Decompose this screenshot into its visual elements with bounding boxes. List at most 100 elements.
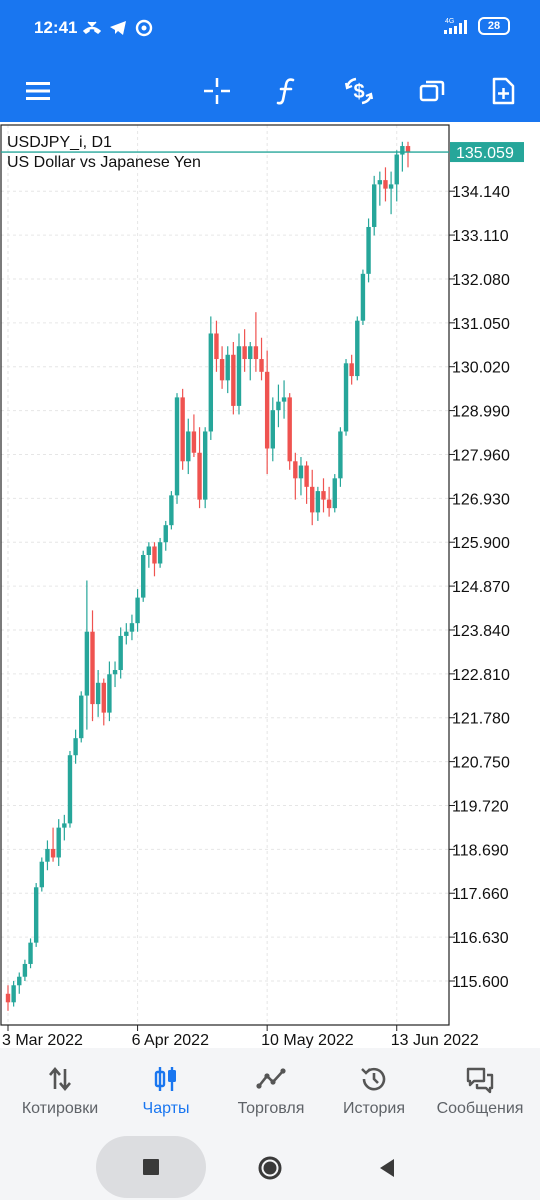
svg-text:$: $ [353,81,364,103]
candle-body [355,320,360,377]
nav-trade[interactable]: Торговля [222,1048,320,1134]
home-button[interactable] [256,1154,284,1182]
app-notification-icon [135,19,153,37]
price-label: 130.020 [452,360,510,377]
telegram-icon [110,21,126,35]
candle-body [338,431,343,479]
price-label: 126.930 [452,491,510,508]
function-icon [276,78,295,105]
candle-body [169,495,174,526]
candle-body [383,180,388,189]
candle-body [281,397,287,402]
date-label: 10 May 2022 [261,1032,354,1049]
status-bar: 12:41 4G 28 [0,0,540,60]
candle-body [321,491,326,500]
candle-body [253,346,259,360]
candle-body [231,354,236,406]
nav-messages[interactable]: Сообщения [428,1048,532,1134]
crosshair-button[interactable] [196,70,238,112]
back-button[interactable] [376,1156,398,1180]
candle-body [400,146,405,155]
missed-call-icon [82,21,102,34]
new-order-button[interactable] [482,70,524,112]
candle-body [304,465,309,487]
candle-body [174,397,180,496]
nav-charts[interactable]: Чарты [118,1048,214,1134]
plot-frame [0,124,450,1026]
nav-history[interactable]: История [328,1048,420,1134]
candle-body [208,333,214,432]
nav-trade-label: Торговля [237,1100,305,1117]
status-notification-icons [82,18,154,38]
chart-canvas[interactable]: 134.140 133.110 132.080 131.050 130.020 128.9… [0,122,540,1052]
candle-body [33,887,39,943]
candle-body [360,273,366,321]
candle-body [219,359,225,381]
price-label: 122.810 [452,667,510,684]
candle-body [180,397,185,462]
candle-body [264,371,270,449]
quotes-arrows-icon [49,1066,71,1092]
recent-apps-button[interactable] [96,1136,206,1198]
nav-quotes-label: Котировки [21,1100,99,1117]
candle-body [332,478,337,509]
menu-button[interactable] [17,70,59,112]
candle-body [84,631,90,696]
candle-body [141,555,146,598]
candle-body [45,848,50,862]
candle-body [135,597,140,624]
date-label: 13 Jun 2022 [391,1032,479,1049]
price-label: 119.720 [452,798,509,815]
candle-body [17,976,22,986]
candle-body [276,401,281,411]
candle-body [90,631,95,705]
indicators-button[interactable] [266,70,308,112]
candles-layer [5,141,411,1011]
current-price-value: 135.059 [456,145,514,162]
system-navigation-bar [0,1134,540,1200]
price-label: 133.110 [452,228,509,245]
date-label: 6 Apr 2022 [132,1032,210,1049]
candle-body [197,452,202,500]
candle-body [326,499,332,509]
chart-symbol: USDJPY_i, D1 [7,134,112,151]
candle-body [73,738,78,756]
price-label: 125.900 [452,535,510,552]
candle-body [310,486,315,513]
candle-body [152,546,157,564]
windows-button[interactable] [411,70,453,112]
time-axis: 3 Mar 2022 6 Apr 2022 10 May 2022 13 Jun 20… [2,1025,479,1049]
candle-body [191,431,197,453]
candle-body [124,631,129,636]
nav-quotes[interactable]: Котировки [8,1048,112,1134]
candle-body [28,942,33,964]
trade-button[interactable]: $ [338,70,380,112]
price-chart[interactable]: 134.140 133.110 132.080 131.050 130.020 128.9… [0,122,540,1052]
nav-history-label: История [342,1100,406,1117]
status-time: 12:41 [34,18,78,37]
date-label: 3 Mar 2022 [2,1032,83,1049]
trade-dollar-icon: $ [344,77,374,105]
history-clock-icon [361,1067,386,1091]
chart-toolbar: $ [0,60,540,122]
price-label: 117.660 [452,886,509,903]
network-type: 4G [445,18,454,25]
candle-body [95,682,101,705]
chart-description: US Dollar vs Japanese Yen [7,154,201,171]
candle-body [270,410,275,449]
trade-chart-icon [256,1068,286,1089]
price-label: 123.840 [452,623,510,640]
price-label: 132.080 [452,272,510,289]
candle-body [388,184,394,189]
candle-body [107,674,112,713]
candle-body [377,180,383,185]
candle-body [186,431,191,462]
candle-body [214,333,219,360]
price-axis: 134.140 133.110 132.080 131.050 130.020 128.9… [449,184,510,991]
candle-body [39,861,45,888]
price-label: 127.960 [452,447,510,464]
candle-body [298,465,304,479]
candle-body [202,431,208,500]
price-label: 124.870 [452,579,510,596]
price-label: 128.990 [452,404,510,421]
